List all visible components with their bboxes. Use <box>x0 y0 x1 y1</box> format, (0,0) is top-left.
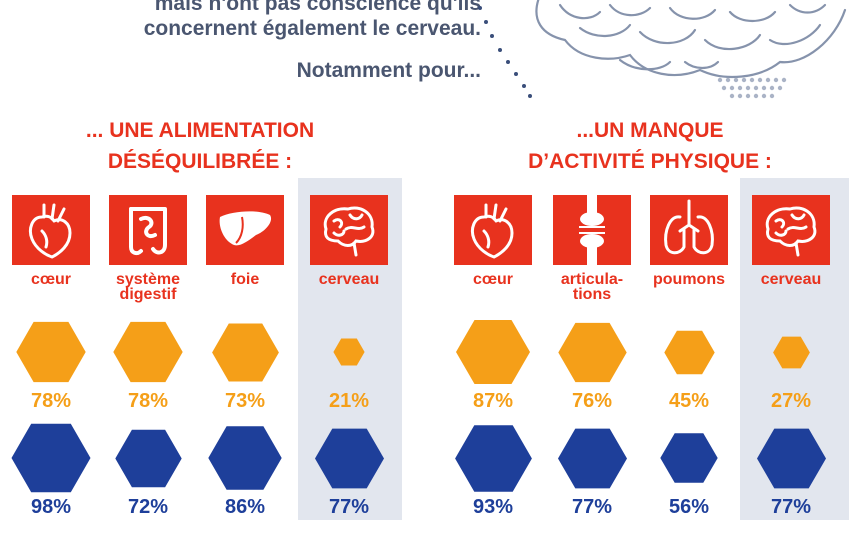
hexagon-mark <box>208 426 282 490</box>
lungs-icon <box>650 195 728 265</box>
hexagon-mark <box>772 336 810 368</box>
data-label: 21% <box>328 390 370 412</box>
data-label: 78% <box>30 390 72 412</box>
hexagon-mark <box>663 330 715 374</box>
hexagon-mark <box>113 321 183 383</box>
hexagon-shape <box>557 428 627 488</box>
dotted-connector <box>478 6 532 98</box>
liver-icon <box>206 195 284 265</box>
joint-icon <box>553 195 631 265</box>
brain-icon <box>310 195 388 265</box>
heart-icon <box>454 195 532 265</box>
category-label: cerveau <box>318 271 380 288</box>
data-label: 76% <box>571 390 613 412</box>
hexagon-shape <box>454 424 532 492</box>
data-label: 77% <box>571 496 613 518</box>
category-label: cœur <box>473 271 513 288</box>
hexagon-mark <box>314 428 384 488</box>
hexagon-shape <box>114 429 182 487</box>
hexagon-shape <box>456 320 530 384</box>
category-label: articula-tions <box>560 271 624 303</box>
data-label: 86% <box>224 496 266 518</box>
chart-title-diet-line-2: DÉSÉQUILIBRÉE : <box>107 150 293 173</box>
hexagon-shape <box>314 428 384 488</box>
hexagon-mark <box>333 338 365 366</box>
brain-icon <box>752 195 830 265</box>
category-label: cœur <box>31 271 71 288</box>
hexagon-mark <box>756 428 826 488</box>
hexagon-shape <box>208 426 282 490</box>
data-label: 27% <box>770 390 812 412</box>
hexagon-shape <box>557 322 627 382</box>
hexagon-shape <box>756 428 826 488</box>
chart-title-activity-line-1: ...UN MANQUE <box>576 119 724 142</box>
data-label: 98% <box>30 496 72 518</box>
hexagon-mark <box>114 429 182 487</box>
hexagon-shape <box>772 336 810 368</box>
heart-icon <box>12 195 90 265</box>
category-label: système digestif <box>115 271 181 303</box>
hexagon-shape <box>333 338 365 366</box>
hexagon-shape <box>660 433 718 483</box>
cerebellum-dots <box>717 77 787 99</box>
hexagon-shape <box>113 321 183 383</box>
hexagon-mark <box>557 428 627 488</box>
intestine-icon <box>109 195 187 265</box>
hexagon-mark <box>454 424 532 492</box>
data-label: 45% <box>668 390 710 412</box>
intro-line-3: Notamment pour... <box>296 59 481 82</box>
data-label: 93% <box>472 496 514 518</box>
chart-title-diet: ... UNE ALIMENTATION DÉSÉQUILIBRÉE : <box>60 115 340 177</box>
data-label: 73% <box>224 390 266 412</box>
category-label: poumons <box>653 271 725 288</box>
hexagon-shape <box>211 323 279 381</box>
hexagon-mark <box>211 323 279 381</box>
hexagon-mark <box>660 433 718 483</box>
data-label: 78% <box>127 390 169 412</box>
data-label: 72% <box>127 496 169 518</box>
data-label: 56% <box>668 496 710 518</box>
hexagon-shape <box>663 330 715 374</box>
chart-title-activity: ...UN MANQUE D’ACTIVITÉ PHYSIQUE : <box>495 115 805 177</box>
hexagon-mark <box>557 322 627 382</box>
chart-title-activity-line-2: D’ACTIVITÉ PHYSIQUE : <box>528 150 772 173</box>
brain-illustration <box>478 0 847 99</box>
intro-line-2: concernent également le cerveau. <box>143 17 481 40</box>
hexagon-shape <box>16 321 86 383</box>
hexagon-mark <box>456 320 530 384</box>
hexagon-mark <box>11 423 91 493</box>
data-label: 77% <box>328 496 370 518</box>
hexagon-mark <box>16 321 86 383</box>
data-label: 87% <box>472 390 514 412</box>
category-label: cerveau <box>760 271 822 288</box>
intro-line-1: mais n'ont pas conscience qu'ils <box>154 0 481 15</box>
category-label: foie <box>230 271 260 288</box>
data-label: 77% <box>770 496 812 518</box>
hexagon-shape <box>11 423 91 493</box>
chart-title-diet-line-1: ... UNE ALIMENTATION <box>85 119 315 142</box>
